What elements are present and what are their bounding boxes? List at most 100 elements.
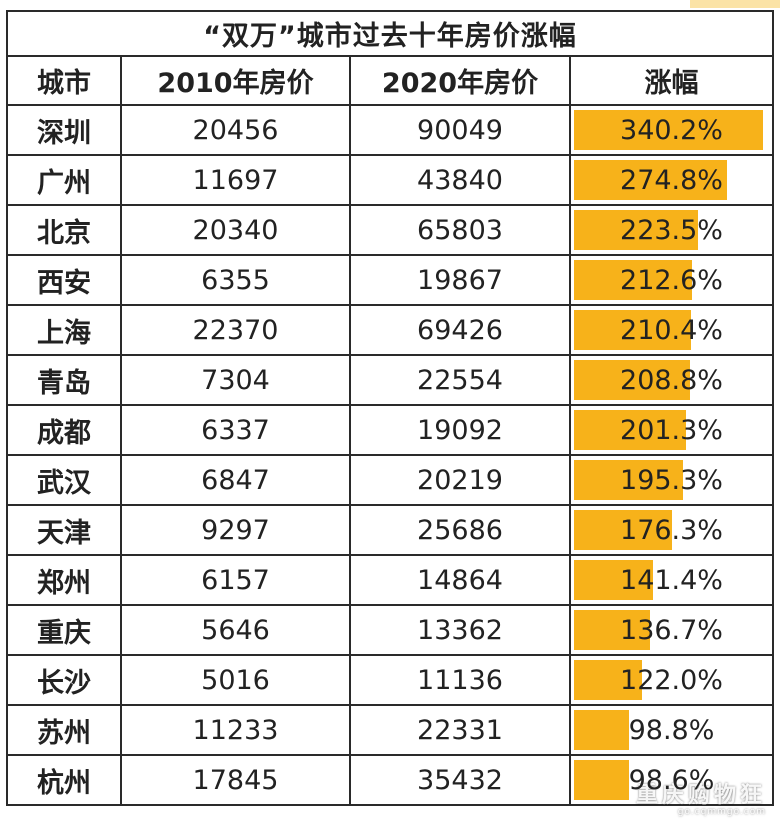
cell-price-2010: 7304	[120, 354, 351, 406]
growth-bar	[574, 510, 672, 550]
growth-label: 122.0%	[620, 664, 723, 696]
growth-label: 208.8%	[620, 364, 723, 396]
table-row: 武汉 6847 20219 195.3%	[6, 454, 774, 506]
header-price-2010: 2010年房价	[120, 55, 351, 106]
cell-price-2010: 5016	[120, 654, 351, 706]
cell-price-2010: 9297	[120, 504, 351, 556]
title-row: “双万”城市过去十年房价涨幅	[6, 10, 774, 57]
growth-label: 274.8%	[620, 164, 723, 196]
cell-price-2010: 6355	[120, 254, 351, 306]
header-growth: 涨幅	[569, 55, 774, 106]
cell-growth: 176.3%	[569, 504, 774, 556]
cell-city: 杭州	[6, 754, 122, 806]
cell-city: 天津	[6, 504, 122, 556]
table-row: 重庆 5646 13362 136.7%	[6, 604, 774, 656]
cell-price-2020: 25686	[349, 504, 571, 556]
cell-city: 青岛	[6, 354, 122, 406]
growth-bar	[574, 760, 629, 800]
watermark-logo: 重庆购物狂 go.cqmmgo.com	[635, 783, 766, 818]
table-row: 长沙 5016 11136 122.0%	[6, 654, 774, 706]
cell-growth: 98.8%	[569, 704, 774, 756]
table-row: 苏州 11233 22331 98.8%	[6, 704, 774, 756]
cell-price-2020: 65803	[349, 204, 571, 256]
table-row: 郑州 6157 14864 141.4%	[6, 554, 774, 606]
cell-price-2010: 6847	[120, 454, 351, 506]
growth-bar	[574, 460, 683, 500]
cell-growth: 201.3%	[569, 404, 774, 456]
cell-price-2020: 69426	[349, 304, 571, 356]
cell-city: 成都	[6, 404, 122, 456]
cell-growth: 141.4%	[569, 554, 774, 606]
cell-growth: 212.6%	[569, 254, 774, 306]
growth-bar	[574, 360, 690, 400]
cell-price-2020: 14864	[349, 554, 571, 606]
growth-label: 195.3%	[620, 464, 723, 496]
cell-price-2010: 6157	[120, 554, 351, 606]
cell-price-2020: 19092	[349, 404, 571, 456]
growth-label: 223.5%	[620, 214, 723, 246]
header-row: 城市 2010年房价 2020年房价 涨幅	[6, 55, 774, 106]
growth-label: 340.2%	[620, 114, 723, 146]
price-growth-table: “双万”城市过去十年房价涨幅 城市 2010年房价 2020年房价 涨幅 深圳 2…	[6, 10, 774, 806]
cell-price-2020: 22554	[349, 354, 571, 406]
header-city: 城市	[6, 55, 122, 106]
cell-growth: 210.4%	[569, 304, 774, 356]
cell-city: 北京	[6, 204, 122, 256]
cell-price-2020: 43840	[349, 154, 571, 206]
cell-growth: 136.7%	[569, 604, 774, 656]
cell-city: 苏州	[6, 704, 122, 756]
cell-price-2020: 11136	[349, 654, 571, 706]
cell-city: 郑州	[6, 554, 122, 606]
growth-bar	[574, 110, 763, 150]
growth-bar	[574, 260, 692, 300]
cell-growth: 274.8%	[569, 154, 774, 206]
cell-growth: 98.6%	[569, 754, 774, 806]
cell-price-2010: 5646	[120, 604, 351, 656]
growth-label: 136.7%	[620, 614, 723, 646]
cell-price-2010: 11697	[120, 154, 351, 206]
table-row: 天津 9297 25686 176.3%	[6, 504, 774, 556]
cell-growth: 122.0%	[569, 654, 774, 706]
cell-growth: 195.3%	[569, 454, 774, 506]
cell-price-2020: 22331	[349, 704, 571, 756]
cell-price-2010: 17845	[120, 754, 351, 806]
watermark-url: go.cqmmgo.com	[677, 807, 766, 817]
cell-growth: 223.5%	[569, 204, 774, 256]
cell-price-2010: 11233	[120, 704, 351, 756]
cell-price-2020: 13362	[349, 604, 571, 656]
cell-growth: 208.8%	[569, 354, 774, 406]
table-body: 深圳 20456 90049 340.2% 广州 11697 43840 274.8% 北京 20…	[6, 104, 774, 806]
watermark-text: 重庆购物狂	[635, 783, 766, 808]
cell-price-2020: 90049	[349, 104, 571, 156]
growth-label: 210.4%	[620, 314, 723, 346]
growth-label: 141.4%	[620, 564, 723, 596]
table-row: 广州 11697 43840 274.8%	[6, 154, 774, 206]
table-row: 深圳 20456 90049 340.2%	[6, 104, 774, 156]
cell-price-2020: 19867	[349, 254, 571, 306]
growth-label: 98.6%	[628, 764, 715, 796]
growth-bar	[574, 610, 650, 650]
growth-label: 212.6%	[620, 264, 723, 296]
growth-label: 98.8%	[628, 714, 715, 746]
growth-bar	[574, 310, 691, 350]
top-right-decoration	[690, 0, 780, 8]
cell-city: 重庆	[6, 604, 122, 656]
table-row: 西安 6355 19867 212.6%	[6, 254, 774, 306]
table-row: 北京 20340 65803 223.5%	[6, 204, 774, 256]
cell-city: 长沙	[6, 654, 122, 706]
cell-city: 广州	[6, 154, 122, 206]
cell-price-2010: 22370	[120, 304, 351, 356]
growth-bar	[574, 560, 653, 600]
table-row: 上海 22370 69426 210.4%	[6, 304, 774, 356]
cell-price-2020: 20219	[349, 454, 571, 506]
cell-price-2010: 6337	[120, 404, 351, 456]
cell-price-2010: 20456	[120, 104, 351, 156]
cell-city: 深圳	[6, 104, 122, 156]
cell-growth: 340.2%	[569, 104, 774, 156]
growth-bar	[574, 710, 629, 750]
growth-bar	[574, 210, 698, 250]
table-row: 成都 6337 19092 201.3%	[6, 404, 774, 456]
growth-bar	[574, 660, 642, 700]
growth-bar	[574, 410, 686, 450]
